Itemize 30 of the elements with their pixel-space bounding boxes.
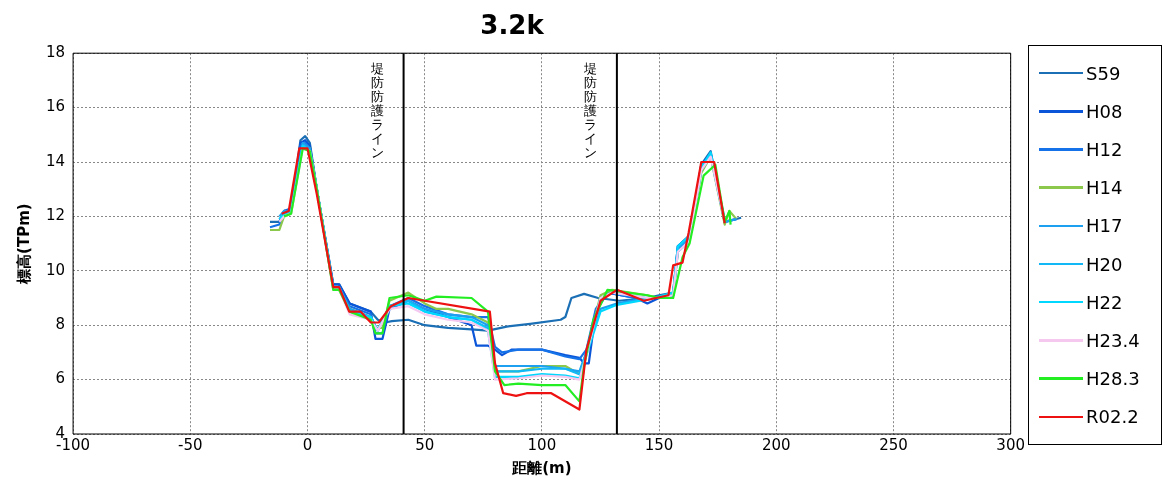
- ref-line-label: 堤防防護ライン: [370, 61, 385, 161]
- legend-label: H28.3: [1086, 368, 1140, 390]
- legend-label: H17: [1086, 215, 1123, 237]
- y-tick-label: 6: [55, 369, 66, 388]
- y-tick-label: 16: [45, 97, 66, 116]
- x-tick-label: 200: [761, 435, 791, 454]
- legend-label: H14: [1086, 177, 1123, 199]
- y-axis-title: 標高(TPm): [14, 203, 33, 285]
- y-tick-label: 8: [55, 315, 66, 334]
- legend-label: H23.4: [1086, 329, 1140, 351]
- legend-label: H22: [1086, 291, 1123, 313]
- y-tick-label: 12: [45, 206, 66, 225]
- legend-label: S59: [1086, 62, 1121, 84]
- x-tick-label: 100: [527, 435, 557, 454]
- y-tick-label: 10: [45, 260, 66, 279]
- legend-label: H12: [1086, 138, 1123, 160]
- chart-title: 3.2k: [480, 10, 545, 41]
- legend-label: R02.2: [1086, 406, 1139, 428]
- legend-label: H20: [1086, 253, 1123, 275]
- y-tick-label: 18: [45, 43, 66, 62]
- x-tick-label: 50: [415, 435, 435, 454]
- x-axis-title: 距離(m): [511, 458, 572, 477]
- ref-line-label: 堤防防護ライン: [583, 61, 598, 161]
- y-tick-label: 14: [45, 151, 66, 170]
- x-tick-label: 300: [996, 435, 1026, 454]
- x-tick-label: 150: [644, 435, 674, 454]
- x-tick-label: 250: [879, 435, 908, 454]
- legend-label: H08: [1086, 100, 1123, 122]
- x-tick-label: 0: [302, 435, 313, 454]
- x-tick-label: -50: [178, 435, 203, 454]
